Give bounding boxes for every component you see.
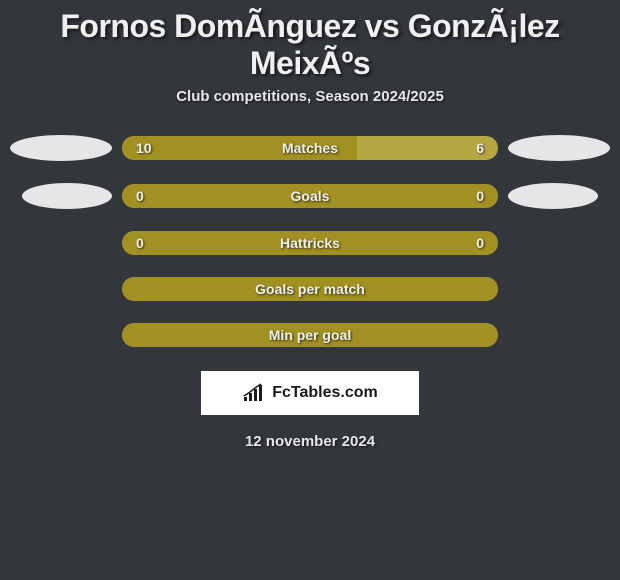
stat-label: Goals per match — [122, 281, 498, 297]
stat-label: Min per goal — [122, 327, 498, 343]
stat-row-matches: 10 Matches 6 — [10, 135, 610, 161]
stat-row-hattricks: 0 Hattricks 0 — [10, 231, 610, 255]
stat-right-value: 0 — [476, 235, 484, 251]
stat-row-gpm: Goals per match — [10, 277, 610, 301]
stat-bar: 0 Goals 0 — [122, 184, 498, 208]
stat-row-goals: 0 Goals 0 — [10, 183, 610, 209]
stats-list: 10 Matches 6 0 Goals 0 — [0, 135, 620, 347]
player-left-marker — [10, 135, 112, 161]
stat-right-value: 6 — [476, 140, 484, 156]
stat-row-mpg: Min per goal — [10, 323, 610, 347]
comparison-card: Fornos DomÃ­nguez vs GonzÃ¡lez MeixÃºs C… — [0, 0, 620, 450]
attribution-text: FcTables.com — [272, 384, 378, 402]
stat-bar: 0 Hattricks 0 — [122, 231, 498, 255]
stat-label: Hattricks — [122, 235, 498, 251]
stat-label: Goals — [122, 188, 498, 204]
attribution-badge: FcTables.com — [201, 371, 419, 415]
page-title: Fornos DomÃ­nguez vs GonzÃ¡lez MeixÃºs — [0, 0, 620, 88]
stat-label: Matches — [122, 140, 498, 156]
stat-bar: 10 Matches 6 — [122, 136, 498, 160]
subtitle: Club competitions, Season 2024/2025 — [0, 88, 620, 135]
stat-bar: Goals per match — [122, 277, 498, 301]
player-left-marker — [22, 183, 112, 209]
player-right-marker — [508, 183, 598, 209]
stat-bar: Min per goal — [122, 323, 498, 347]
date-text: 12 november 2024 — [0, 433, 620, 450]
player-right-marker — [508, 135, 610, 161]
spacer — [508, 183, 610, 209]
chart-icon — [242, 383, 268, 403]
stat-right-value: 0 — [476, 188, 484, 204]
spacer — [10, 183, 112, 209]
